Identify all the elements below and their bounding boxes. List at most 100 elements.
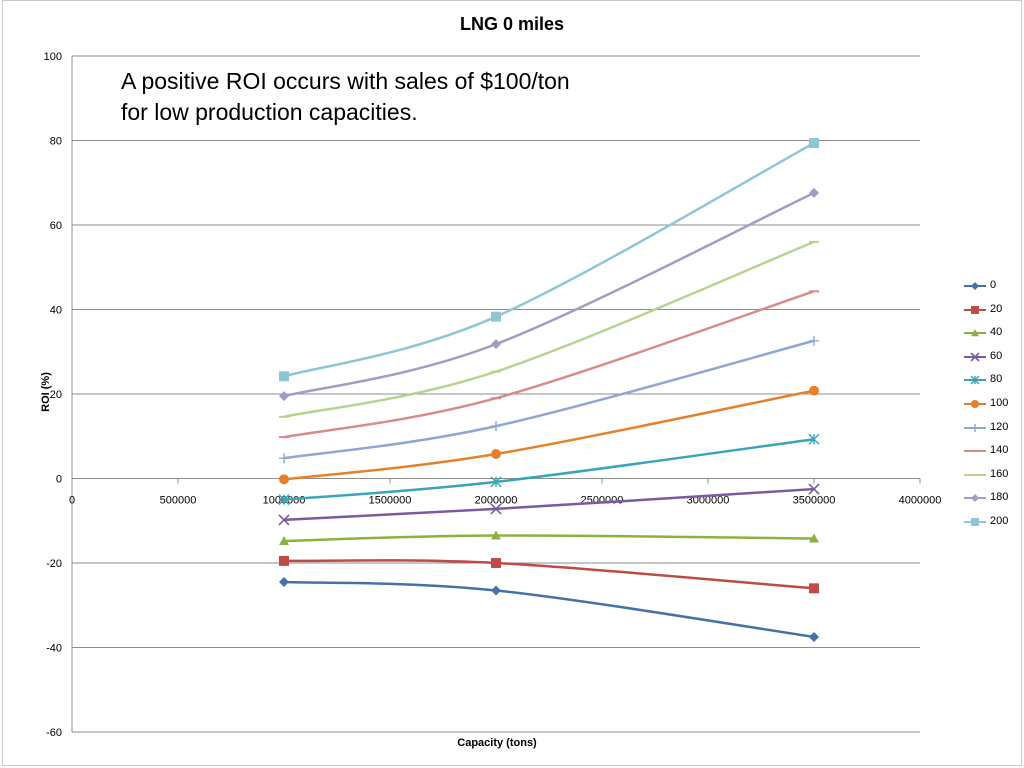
legend-item: 0 xyxy=(962,278,1022,302)
series-160 xyxy=(279,240,819,419)
y-tick-label: -40 xyxy=(46,643,62,655)
data-point xyxy=(808,483,820,495)
series-layer xyxy=(278,138,820,642)
data-point xyxy=(279,555,289,566)
legend-swatch xyxy=(964,282,986,290)
data-point xyxy=(279,577,289,588)
legend-item: 200 xyxy=(962,514,1022,538)
y-tick-label: 20 xyxy=(50,389,62,401)
series-line xyxy=(283,534,815,543)
legend-label: 100 xyxy=(990,396,1009,409)
legend-label: 60 xyxy=(990,349,1003,362)
data-point xyxy=(809,335,819,346)
data-point xyxy=(278,494,290,506)
data-point xyxy=(490,503,502,515)
series-60 xyxy=(278,483,820,526)
x-tick-label: 4000000 xyxy=(899,495,942,507)
legend-item: 120 xyxy=(962,420,1022,444)
legend-label: 80 xyxy=(990,373,1003,386)
data-point xyxy=(279,474,289,485)
y-tick-label: 60 xyxy=(50,220,62,232)
series-180 xyxy=(279,187,819,402)
series-line xyxy=(283,240,815,419)
legend-item: 160 xyxy=(962,467,1022,491)
legend-swatch xyxy=(964,450,986,453)
legend-label: 140 xyxy=(990,444,1009,457)
x-axis-label: Capacity (tons) xyxy=(457,737,537,749)
legend-label: 180 xyxy=(990,491,1009,504)
legend-swatch xyxy=(964,494,986,503)
series-line xyxy=(283,389,815,481)
data-point xyxy=(491,530,501,540)
data-point xyxy=(279,391,289,402)
legend-label: 160 xyxy=(990,467,1009,480)
series-line xyxy=(283,141,815,378)
x-tick-labels: 0 500000 1000000 1500000 2000000 2500000 30000… xyxy=(69,495,941,507)
data-point xyxy=(279,371,289,382)
series-line xyxy=(283,559,815,590)
data-point xyxy=(809,533,819,543)
legend-item: 140 xyxy=(962,443,1022,467)
data-point xyxy=(491,448,501,459)
legend-swatch xyxy=(964,305,986,314)
series-line xyxy=(283,437,815,501)
x-tick-label: 500000 xyxy=(160,495,197,507)
legend-swatch xyxy=(964,329,986,337)
data-point xyxy=(491,421,501,432)
legend-label: 20 xyxy=(990,302,1003,315)
series-line xyxy=(283,487,815,522)
data-point xyxy=(279,536,289,546)
legend-item: 40 xyxy=(962,325,1022,349)
legend-swatch xyxy=(964,473,986,476)
legend-label: 40 xyxy=(990,326,1003,339)
series-0 xyxy=(279,577,819,642)
legend-item: 60 xyxy=(962,349,1022,373)
x-tick-label: 0 xyxy=(69,495,75,507)
legend-swatch xyxy=(964,399,986,408)
data-point xyxy=(490,476,502,488)
series-line xyxy=(283,339,815,460)
legend-label: 120 xyxy=(990,420,1009,433)
data-point xyxy=(491,585,501,596)
x-tick-label: 3500000 xyxy=(793,495,836,507)
x-tick-label: 1500000 xyxy=(369,495,412,507)
data-point xyxy=(491,311,501,322)
legend: 0 20 40 60 80 100 120 140 160 180 200 xyxy=(962,278,1022,538)
series-200 xyxy=(279,138,819,382)
data-point xyxy=(491,339,501,350)
annotation-text: A positive ROI occurs with sales of $100… xyxy=(121,68,570,125)
data-point xyxy=(491,558,501,568)
series-120 xyxy=(279,335,819,464)
data-point xyxy=(809,631,819,642)
y-tick-label: -20 xyxy=(46,558,62,570)
legend-item: 20 xyxy=(962,302,1022,326)
series-140 xyxy=(279,290,819,439)
legend-label: 200 xyxy=(990,514,1009,527)
legend-item: 80 xyxy=(962,372,1022,396)
y-tick-label: -60 xyxy=(46,727,62,739)
y-tick-label: 100 xyxy=(44,51,62,63)
series-40 xyxy=(279,530,819,546)
legend-swatch xyxy=(964,517,986,526)
y-tick-label: 40 xyxy=(50,305,62,317)
data-point xyxy=(279,453,289,464)
data-point xyxy=(808,433,820,445)
data-point xyxy=(809,385,819,396)
data-point xyxy=(809,187,819,198)
series-line xyxy=(283,191,815,398)
data-point xyxy=(278,514,290,526)
data-point xyxy=(809,583,819,594)
y-tick-labels: 100 80 60 40 20 0 -20 -40 -60 xyxy=(44,51,62,739)
x-tick-label: 2000000 xyxy=(475,495,518,507)
y-tick-label: 80 xyxy=(50,136,62,148)
legend-swatch xyxy=(964,352,986,362)
series-100 xyxy=(279,385,819,485)
chart-title: LNG 0 miles xyxy=(459,14,565,34)
data-point xyxy=(809,138,819,149)
legend-item: 180 xyxy=(962,490,1022,514)
series-line xyxy=(283,580,815,639)
legend-item: 100 xyxy=(962,396,1022,420)
y-tick-label: 0 xyxy=(56,474,62,486)
legend-label: 0 xyxy=(990,279,997,291)
